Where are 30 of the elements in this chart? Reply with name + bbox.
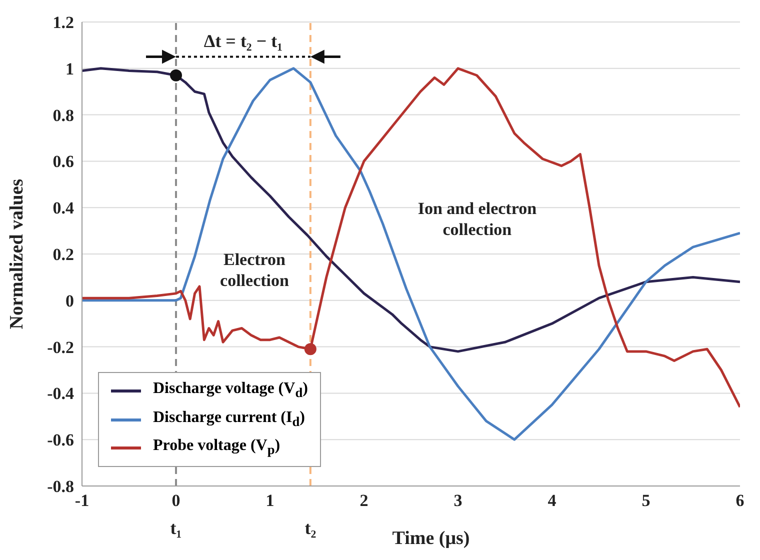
legend-label: Discharge voltage (V$_{d}$)	[153, 379, 308, 402]
legend-label: Discharge current (I$_{d}$)	[153, 408, 305, 431]
annotation: Electron collection	[219, 249, 290, 292]
y-tick-label: 1.2	[52, 13, 74, 32]
x-tick-label: 0	[172, 491, 180, 510]
x-tick-label: 6	[736, 491, 744, 510]
y-tick-label: 0.4	[52, 198, 74, 218]
annotation: Ion and electron collection	[416, 198, 538, 240]
x-tick-label: 1	[266, 491, 274, 510]
x-tick-label: 4	[548, 491, 557, 510]
line-series	[82, 67, 740, 353]
annotation: Δt = t₂ − t₁	[204, 30, 282, 51]
x-tick-label: 2	[360, 491, 368, 510]
y-tick-label: -0.4	[47, 384, 74, 404]
y-tick-label: -0.2	[47, 338, 74, 357]
x-tick-label: 3	[454, 491, 462, 510]
y-axis-title: Normalized values	[6, 178, 28, 330]
y-tick-label: 0	[66, 291, 74, 310]
ref-line-label: t₁	[170, 518, 182, 538]
x-axis-title: Time (μs)	[392, 528, 470, 549]
y-tick-label: 0.8	[52, 106, 74, 125]
y-tick-label: 0.6	[52, 152, 74, 172]
y-tick-label: -0.8	[47, 477, 74, 496]
x-tick-label: -1	[74, 491, 90, 510]
y-tick-label: 1	[66, 59, 74, 78]
legend-label: Probe voltage (V$_{p}$)	[153, 436, 280, 459]
y-tick-label: -0.6	[47, 430, 74, 450]
x-tick-label: 5	[642, 491, 650, 510]
ref-line-label: t₂	[304, 518, 316, 538]
y-tick-label: 0.2	[52, 245, 74, 264]
